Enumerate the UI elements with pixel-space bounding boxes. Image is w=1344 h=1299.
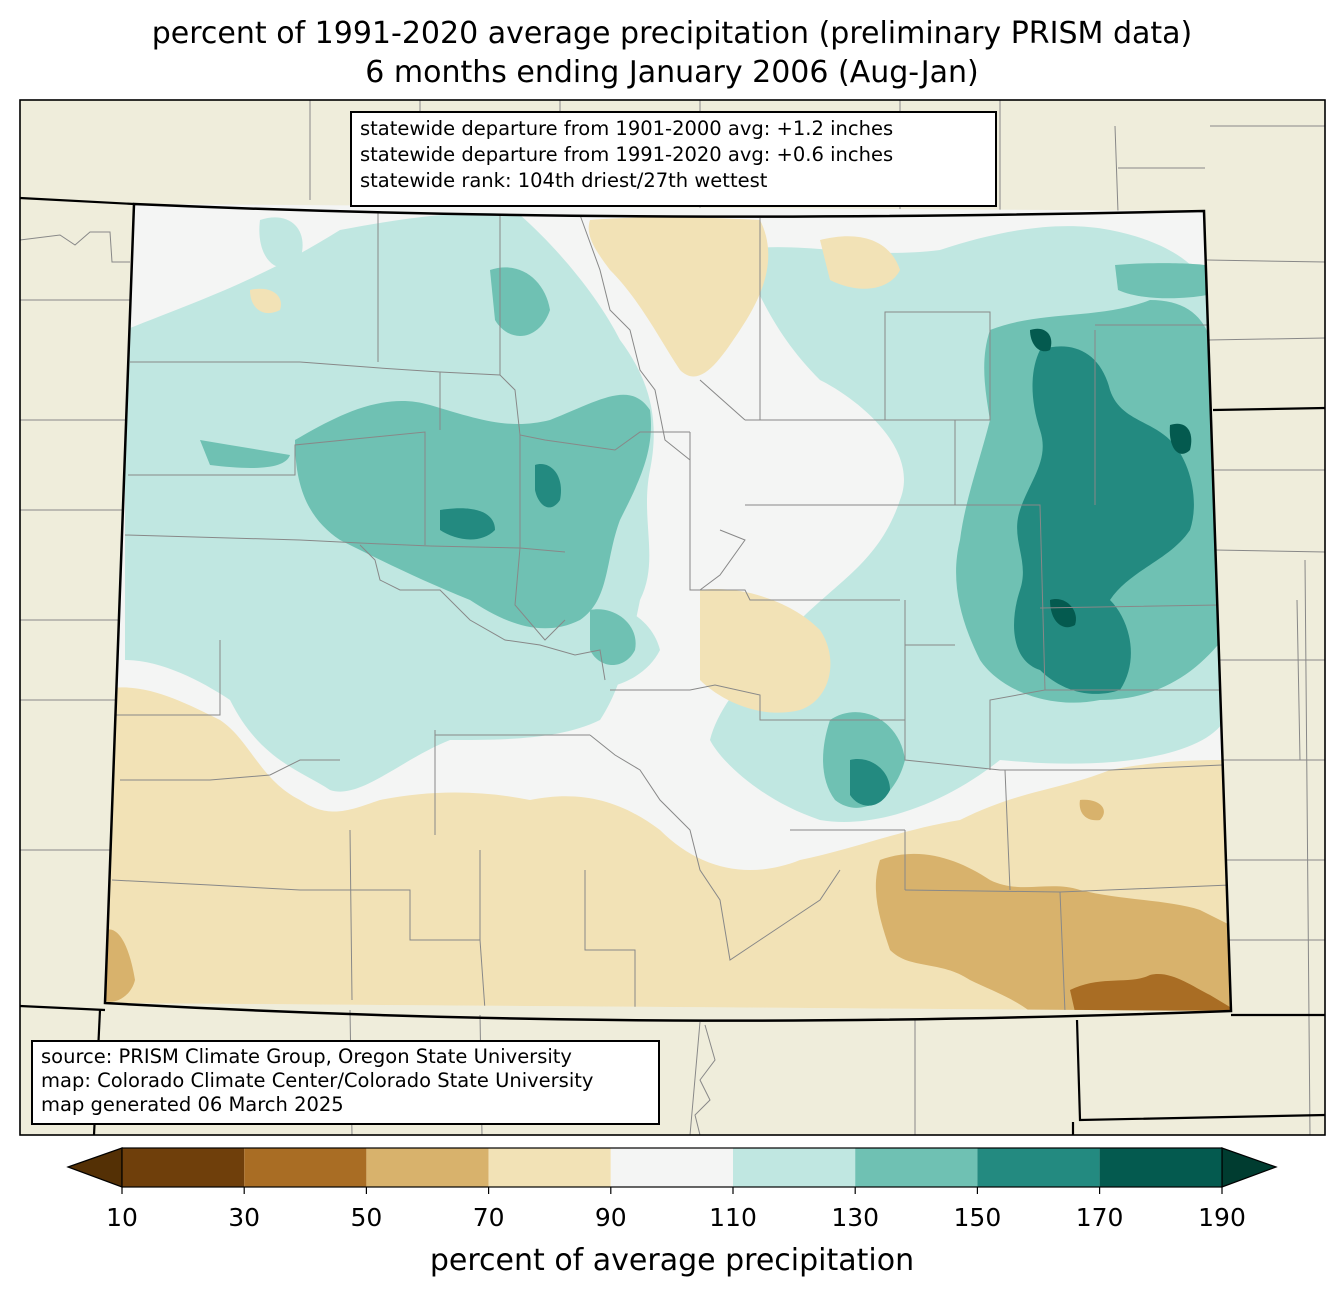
map-credit-line: map: Colorado Climate Center/Colorado St…	[41, 1069, 594, 1092]
colorbar-outline	[121, 1147, 1223, 1188]
colorbar-tick-label: 190	[1198, 1203, 1246, 1232]
map-title-line2: 6 months ending January 2006 (Aug-Jan)	[365, 55, 979, 90]
colorbar	[66, 1147, 1278, 1194]
colorbar-tick-label: 90	[594, 1203, 627, 1232]
colorbar-segment-170-190	[1099, 1148, 1222, 1187]
colorbar-tick-label: 10	[106, 1203, 138, 1232]
map-title-line1: percent of 1991-2020 average precipitati…	[151, 16, 1193, 51]
colorbar-tick-label: 110	[709, 1203, 757, 1232]
colorbar-tick-label: 50	[350, 1203, 383, 1232]
colorbar-tick-label: 150	[953, 1203, 1002, 1232]
colorado-county-lines	[110, 212, 1231, 1011]
colorbar-label: percent of average precipitation	[429, 1243, 915, 1278]
colorbar-segment-30-50	[244, 1148, 367, 1187]
colorbar-segment-110-130	[733, 1148, 856, 1187]
colorbar-segment-50-70	[366, 1148, 489, 1187]
colorbar-tick-label: 70	[472, 1203, 505, 1232]
source-box: source: PRISM Climate Group, Oregon Stat…	[31, 1040, 660, 1125]
statewide-stats-box: statewide departure from 1901-2000 avg: …	[350, 111, 997, 207]
generated-date-line: map generated 06 March 2025	[41, 1093, 344, 1116]
colorbar-segment-130-150	[855, 1148, 978, 1187]
stats-departure-1901-2000: statewide departure from 1901-2000 avg: …	[360, 117, 894, 140]
map-frame	[19, 99, 1326, 1136]
colorbar-segment-150-170	[977, 1148, 1100, 1187]
colorbar-segment-90-110	[610, 1148, 733, 1187]
source-line: source: PRISM Climate Group, Oregon Stat…	[41, 1045, 572, 1068]
stats-rank: statewide rank: 104th driest/27th wettes…	[360, 169, 768, 192]
colorbar-tick-label: 30	[228, 1203, 261, 1232]
stats-departure-1991-2020: statewide departure from 1991-2020 avg: …	[360, 143, 894, 166]
colorbar-under-arrow	[66, 1147, 123, 1188]
colorbar-tick-label: 170	[1075, 1203, 1124, 1232]
precipitation-field	[105, 204, 1231, 1011]
colorbar-over-arrow	[1221, 1147, 1278, 1188]
colorado-border	[103, 202, 1233, 1022]
colorbar-segment-70-90	[488, 1148, 611, 1187]
colorbar-segment-10-30	[122, 1148, 245, 1187]
colorbar-tick-label: 130	[831, 1203, 880, 1232]
